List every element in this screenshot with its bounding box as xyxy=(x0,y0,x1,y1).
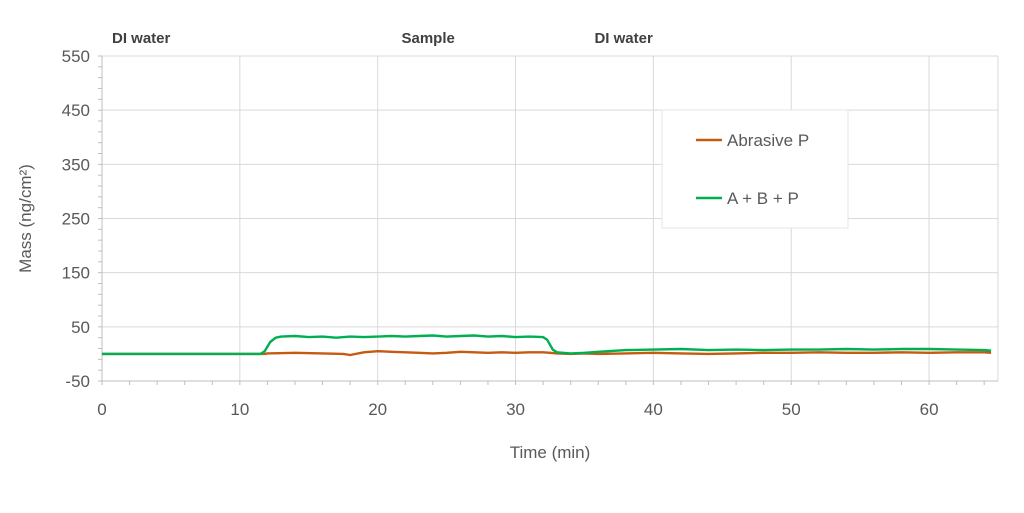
y-tick-label: 250 xyxy=(62,210,90,229)
legend: Abrasive P A + B + P xyxy=(661,109,849,229)
phase-labels: DI water Sample DI water xyxy=(112,30,653,47)
legend-label: Abrasive P xyxy=(727,131,809,150)
legend-box xyxy=(661,109,849,229)
x-tick-label: 30 xyxy=(506,400,525,419)
x-tick-label: 50 xyxy=(782,400,801,419)
y-tick-label: 350 xyxy=(62,155,90,174)
grid-lines xyxy=(101,55,999,382)
y-axis-title: Mass (ng/cm²) xyxy=(16,164,35,273)
legend-label: A + B + P xyxy=(727,189,799,208)
phase-label: DI water xyxy=(112,30,171,47)
y-tick-label: 550 xyxy=(62,47,90,66)
x-tick-label: 0 xyxy=(97,400,106,419)
series-lines xyxy=(102,334,992,357)
phase-label: DI water xyxy=(594,30,653,47)
x-tick-label: 10 xyxy=(230,400,249,419)
y-tick-label: 150 xyxy=(62,264,90,283)
x-tick-label: 60 xyxy=(920,400,939,419)
x-axis-title: Time (min) xyxy=(510,443,591,462)
y-tick-label: 50 xyxy=(71,318,90,337)
axes: 550 450 350 250 150 50 -50 0 10 20 30 40 50 60 xyxy=(62,47,998,419)
series-line-abrasive-p xyxy=(102,350,992,357)
y-tick-label: 450 xyxy=(62,101,90,120)
series-line-a-b-p xyxy=(102,334,992,356)
x-tick-label: 20 xyxy=(368,400,387,419)
phase-label: Sample xyxy=(401,30,454,47)
x-tick-label: 40 xyxy=(644,400,663,419)
y-tick-label: -50 xyxy=(65,372,90,391)
